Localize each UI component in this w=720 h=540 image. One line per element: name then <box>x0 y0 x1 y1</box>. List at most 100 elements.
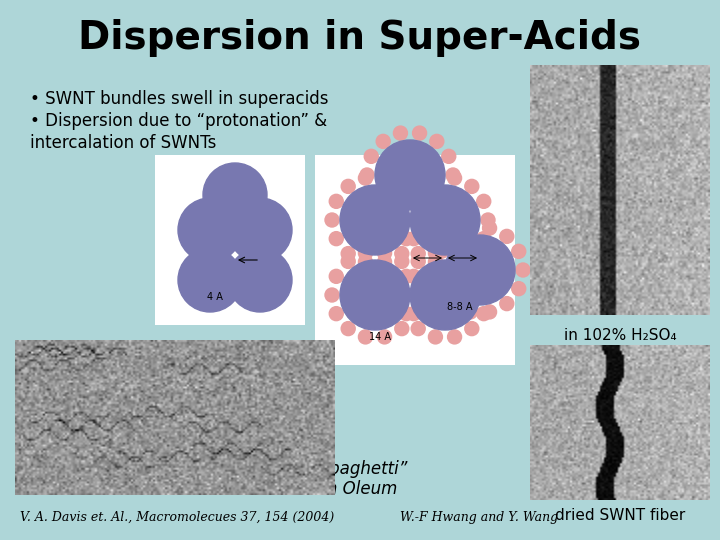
Circle shape <box>360 168 374 182</box>
Circle shape <box>407 307 420 321</box>
Text: in 102% H₂SO₄: in 102% H₂SO₄ <box>564 328 676 343</box>
Circle shape <box>448 255 462 269</box>
Circle shape <box>446 168 460 182</box>
Circle shape <box>500 230 514 244</box>
Text: Dispersion in Super-Acids: Dispersion in Super-Acids <box>78 19 642 57</box>
Circle shape <box>395 254 409 268</box>
Circle shape <box>393 210 408 224</box>
Circle shape <box>228 198 292 262</box>
Circle shape <box>434 244 449 258</box>
Circle shape <box>411 254 426 268</box>
Circle shape <box>400 232 413 246</box>
Circle shape <box>481 213 495 227</box>
Circle shape <box>364 150 378 163</box>
Circle shape <box>203 163 267 227</box>
Circle shape <box>377 171 392 185</box>
Circle shape <box>410 185 480 255</box>
Circle shape <box>400 307 413 321</box>
Circle shape <box>411 322 426 336</box>
Circle shape <box>341 254 355 268</box>
Circle shape <box>329 307 343 321</box>
Circle shape <box>400 269 413 284</box>
FancyBboxPatch shape <box>315 155 515 365</box>
Circle shape <box>329 232 343 246</box>
Text: • SWNT bundles swell in superacids: • SWNT bundles swell in superacids <box>30 90 328 108</box>
Circle shape <box>359 246 372 260</box>
Text: 4 A: 4 A <box>207 292 223 302</box>
Circle shape <box>516 263 530 277</box>
Circle shape <box>428 246 442 260</box>
Circle shape <box>228 248 292 312</box>
Circle shape <box>411 288 425 302</box>
Circle shape <box>500 296 514 310</box>
Circle shape <box>413 210 426 224</box>
Circle shape <box>448 171 462 185</box>
Circle shape <box>341 179 355 193</box>
Circle shape <box>465 247 479 261</box>
Circle shape <box>377 255 392 269</box>
Text: intercalation of SWNTs: intercalation of SWNTs <box>30 134 217 152</box>
Circle shape <box>413 126 426 140</box>
Circle shape <box>411 247 426 261</box>
Circle shape <box>477 307 491 321</box>
Circle shape <box>448 330 462 344</box>
Circle shape <box>407 269 420 284</box>
Circle shape <box>512 244 526 258</box>
Circle shape <box>375 140 445 210</box>
Circle shape <box>341 322 355 336</box>
Circle shape <box>325 288 339 302</box>
Circle shape <box>395 213 409 227</box>
Circle shape <box>465 179 479 193</box>
Circle shape <box>340 185 410 255</box>
Circle shape <box>430 263 444 277</box>
Circle shape <box>340 260 410 330</box>
Circle shape <box>428 330 442 344</box>
Circle shape <box>442 187 456 201</box>
Circle shape <box>430 201 444 215</box>
Circle shape <box>464 221 477 235</box>
Circle shape <box>407 194 420 208</box>
Circle shape <box>395 179 409 193</box>
Circle shape <box>477 232 491 246</box>
Circle shape <box>359 330 372 344</box>
Circle shape <box>359 171 372 185</box>
Text: W.-F Hwang and Y. Wang: W.-F Hwang and Y. Wang <box>400 511 558 524</box>
Circle shape <box>364 187 378 201</box>
Circle shape <box>482 305 497 319</box>
Circle shape <box>430 134 444 149</box>
Circle shape <box>512 282 526 296</box>
Circle shape <box>446 296 460 310</box>
Circle shape <box>464 305 477 319</box>
Text: 14 A: 14 A <box>369 332 391 342</box>
Circle shape <box>329 269 343 284</box>
Circle shape <box>395 288 409 302</box>
Circle shape <box>428 255 442 269</box>
Circle shape <box>400 194 413 208</box>
Circle shape <box>477 194 491 208</box>
Circle shape <box>377 330 392 344</box>
Circle shape <box>411 213 425 227</box>
Circle shape <box>446 230 460 244</box>
Circle shape <box>442 150 456 163</box>
Circle shape <box>482 221 497 235</box>
Circle shape <box>341 247 355 261</box>
Text: • Dispersion due to “protonation” &: • Dispersion due to “protonation” & <box>30 112 327 130</box>
FancyBboxPatch shape <box>155 155 305 325</box>
Circle shape <box>329 194 343 208</box>
Circle shape <box>407 232 420 246</box>
Circle shape <box>445 235 515 305</box>
Circle shape <box>465 322 479 336</box>
Text: 8-8 A: 8-8 A <box>447 302 473 312</box>
Circle shape <box>434 282 449 296</box>
Circle shape <box>325 213 339 227</box>
Circle shape <box>477 269 491 284</box>
Circle shape <box>376 201 390 215</box>
Circle shape <box>428 171 442 185</box>
Text: dried SWNT fiber: dried SWNT fiber <box>555 508 685 523</box>
Circle shape <box>395 247 409 261</box>
Circle shape <box>465 254 479 268</box>
Circle shape <box>376 134 390 149</box>
Circle shape <box>393 126 408 140</box>
Circle shape <box>178 248 242 312</box>
Text: V. A. Davis et. Al., Macromolecues 37, 154 (2004): V. A. Davis et. Al., Macromolecues 37, 1… <box>20 511 334 524</box>
